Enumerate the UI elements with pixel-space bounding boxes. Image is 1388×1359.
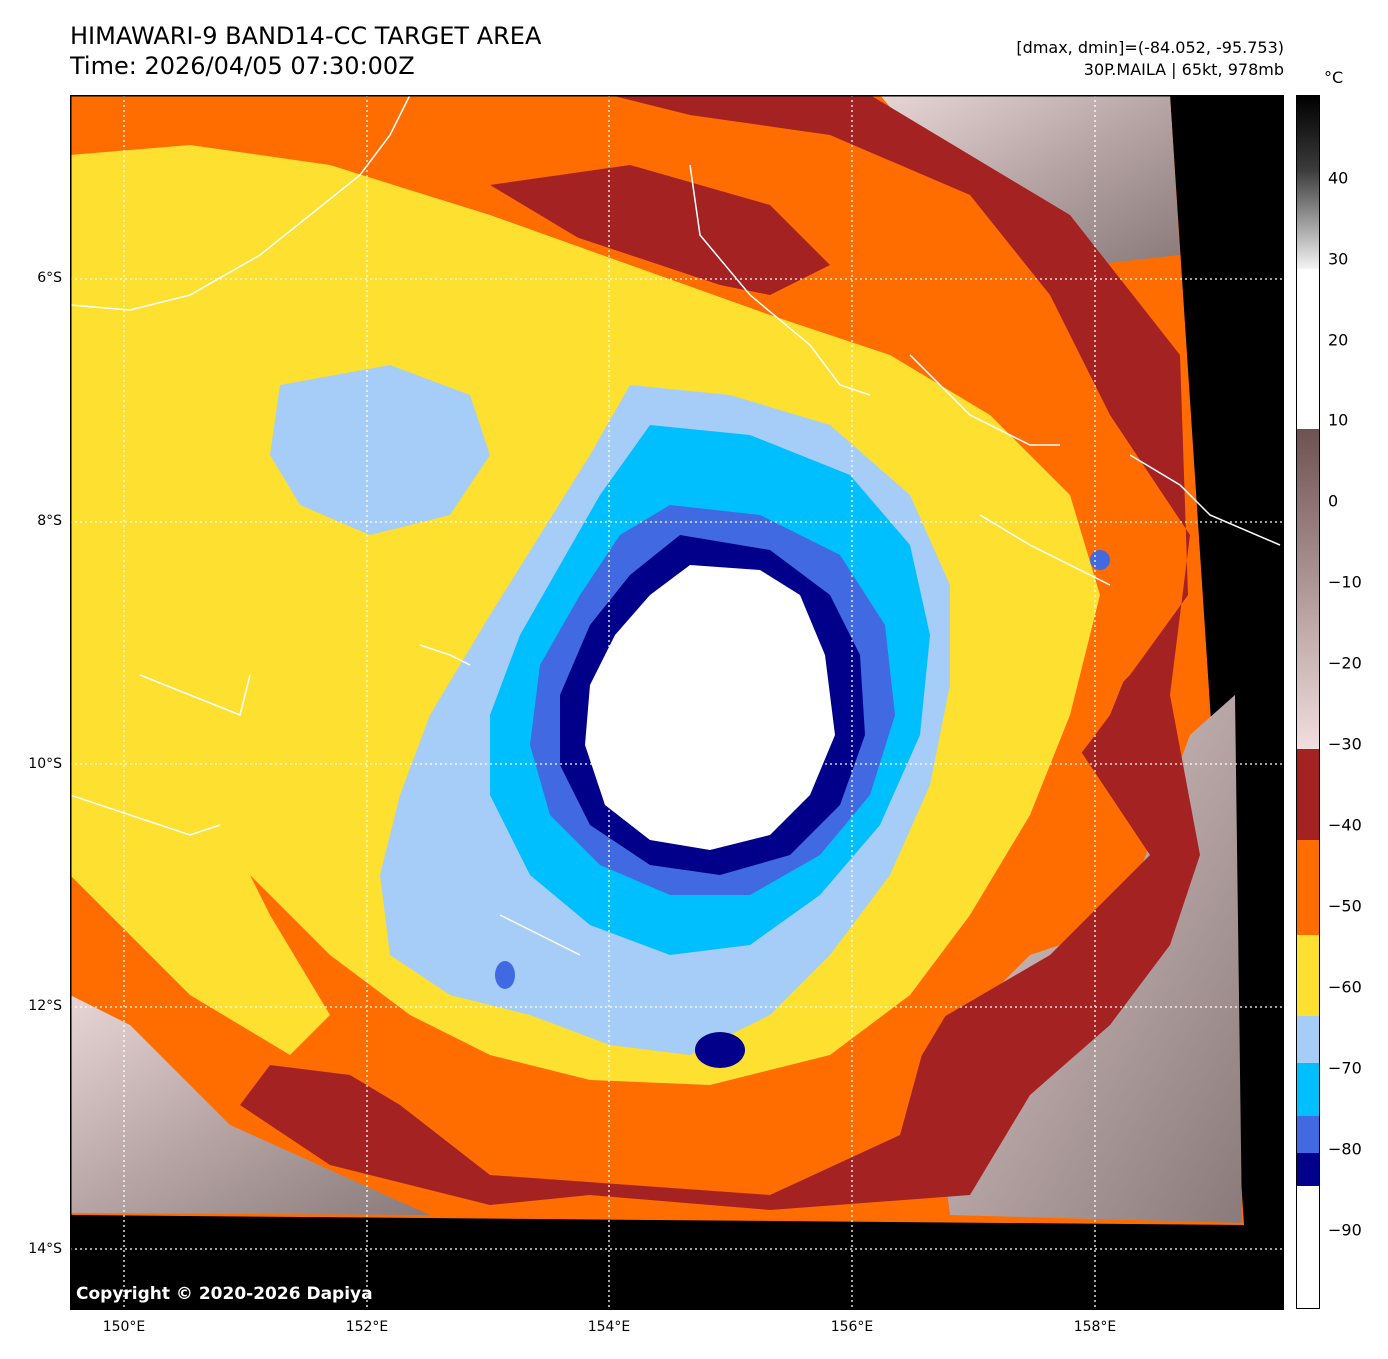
chart-time: Time: 2026/04/05 07:30:00Z	[70, 52, 415, 80]
cloud-patch-minus70-nw	[270, 365, 490, 535]
colorbar-tick: 40	[1328, 168, 1349, 188]
clear-sky-northeast	[880, 95, 1180, 265]
colorbar-tick: −30	[1328, 734, 1362, 754]
colorbar-tick: −60	[1328, 977, 1362, 997]
colorbar-tick: 10	[1328, 410, 1349, 430]
satellite-image-map	[70, 95, 1284, 1310]
colorbar-unit: °C	[1324, 68, 1344, 87]
lon-label: 150°E	[102, 1319, 146, 1335]
colorbar-tick: −80	[1328, 1139, 1362, 1159]
storm-info: 30P.MAILA | 65kt, 978mb	[1083, 60, 1284, 79]
colorbar	[1296, 95, 1320, 1309]
chart-title: HIMAWARI-9 BAND14-CC TARGET AREA	[70, 22, 542, 50]
colorbar-tick: −90	[1328, 1220, 1362, 1240]
lat-label: 12°S	[28, 998, 62, 1014]
colorbar-segment	[1297, 1063, 1319, 1116]
lon-label: 158°E	[1073, 1319, 1117, 1335]
cloud-band-minus40-north	[490, 165, 830, 295]
convective-cell	[495, 961, 515, 989]
colorbar-tick: 0	[1328, 491, 1339, 511]
graticule	[70, 95, 1284, 1310]
coastlines	[70, 95, 1281, 956]
convective-cell	[695, 1032, 745, 1068]
colorbar-segment	[1297, 840, 1319, 935]
colorbar-tick: −70	[1328, 1058, 1362, 1078]
colorbar-segment	[1297, 1153, 1319, 1186]
colorbar-segment	[1297, 749, 1319, 840]
lat-label: 6°S	[37, 270, 62, 286]
colorbar-segment	[1297, 429, 1319, 749]
cloud-band-minus60-west	[70, 655, 330, 1055]
colorbar-tick: −20	[1328, 653, 1362, 673]
colorbar-tick: −50	[1328, 896, 1362, 916]
clear-sky-southwest	[70, 995, 430, 1215]
colorbar-segment	[1297, 96, 1319, 429]
cloud-band-minus40	[240, 95, 1200, 1210]
colorbar-tick: 20	[1328, 330, 1349, 350]
lat-label: 8°S	[37, 513, 62, 529]
lon-label: 156°E	[830, 1319, 874, 1335]
colorbar-segment	[1297, 1116, 1319, 1153]
colorbar-segment	[1297, 935, 1319, 1016]
convective-cell	[1090, 550, 1110, 570]
colorbar-segment	[1297, 1016, 1319, 1063]
lat-label: 14°S	[28, 1241, 62, 1257]
colorbar-tick: −10	[1328, 572, 1362, 592]
colorbar-tick: 30	[1328, 249, 1349, 269]
dmax-dmin-readout: [dmax, dmin]=(-84.052, -95.753)	[1016, 38, 1284, 57]
copyright-notice: Copyright © 2020-2026 Dapiya	[76, 1284, 373, 1304]
colorbar-tick: −40	[1328, 815, 1362, 835]
lat-label: 10°S	[28, 756, 62, 772]
lon-label: 152°E	[345, 1319, 389, 1335]
lon-label: 154°E	[587, 1319, 631, 1335]
colorbar-segment	[1297, 1186, 1319, 1308]
cdo-core-minus90	[585, 565, 835, 850]
